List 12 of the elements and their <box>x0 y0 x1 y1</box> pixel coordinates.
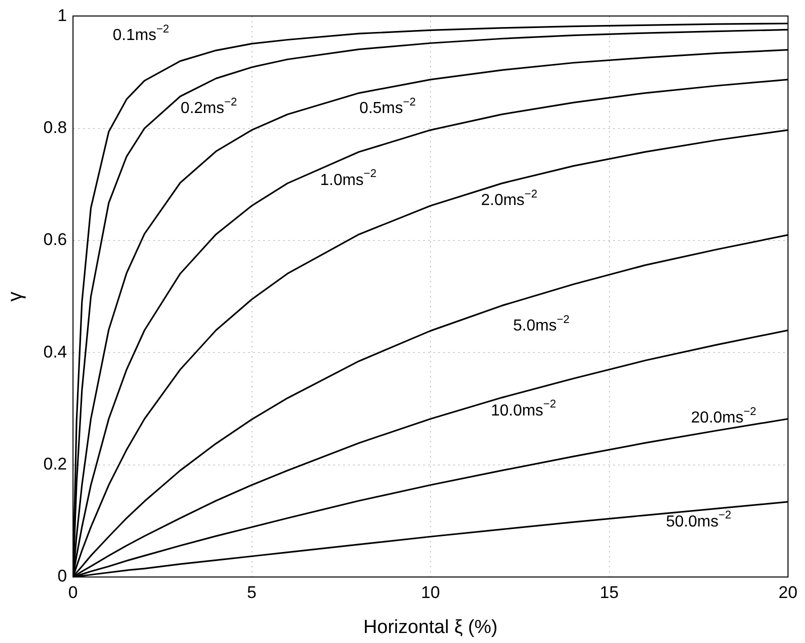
y-tick-label: 0.6 <box>43 230 67 250</box>
x-tick-label: 15 <box>600 582 619 602</box>
y-tick-label: 0.8 <box>43 118 67 138</box>
y-tick-label: 0 <box>58 566 67 586</box>
y-axis-title: γ <box>4 292 27 302</box>
x-tick-label: 20 <box>778 582 798 602</box>
y-tick-label: 0.2 <box>43 454 67 474</box>
y-tick-label: 0.4 <box>43 342 67 362</box>
x-axis-title: Horizontal ξ (%) <box>363 616 498 638</box>
y-tick-label: 1 <box>58 6 67 25</box>
x-tick-label: 5 <box>247 582 256 602</box>
x-tick-label: 10 <box>421 582 440 602</box>
